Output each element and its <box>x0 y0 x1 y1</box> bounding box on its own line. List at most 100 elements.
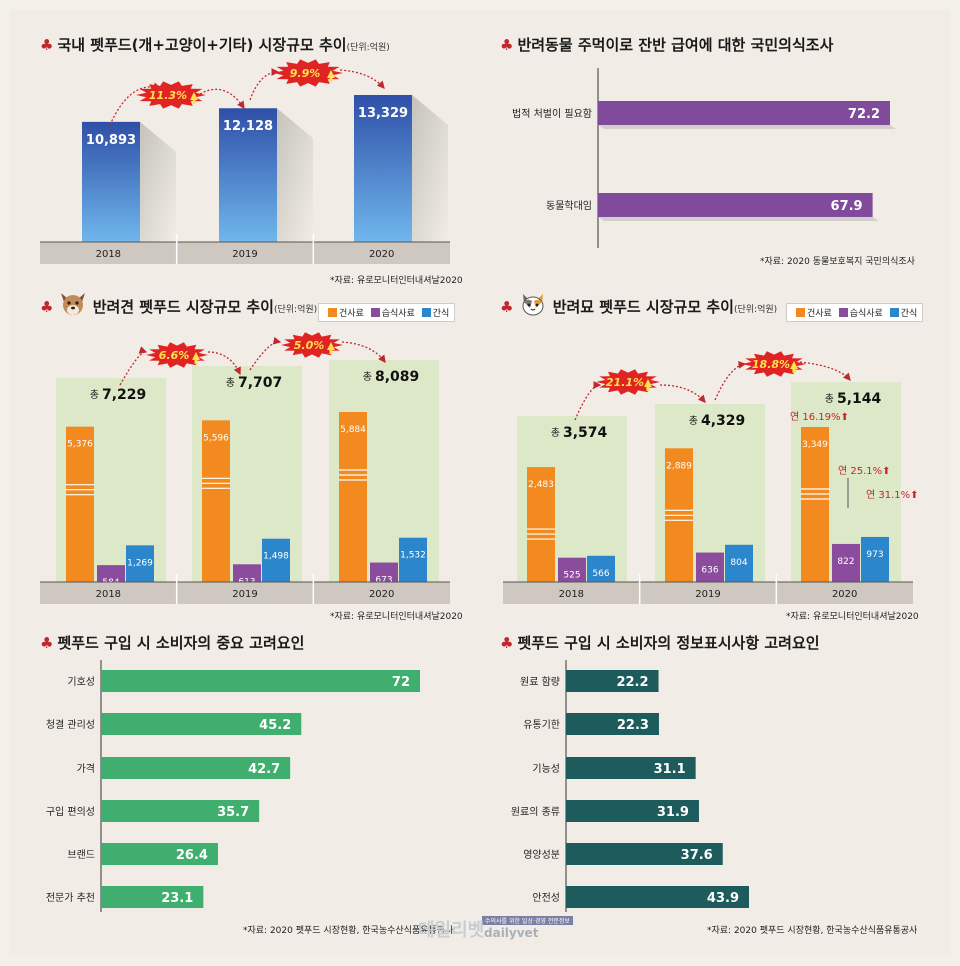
growth-2019-label: 11.3% <box>149 89 187 102</box>
bar-shadow <box>412 95 448 242</box>
bar-value-label: 566 <box>592 569 609 579</box>
total-value: 7,229 <box>102 387 146 403</box>
growth-arrow <box>341 341 386 364</box>
club-icon: ♣ <box>500 298 514 316</box>
bar-value-label: 1,269 <box>127 558 153 568</box>
hbar-value-label: 42.7 <box>248 762 280 777</box>
hbar-value-label: 72 <box>392 675 410 690</box>
hbar-category-label: 원료의 종류 <box>511 806 560 818</box>
total-prefix: 총 <box>90 389 99 401</box>
panel2-source: *자료: 2020 동물보호복지 국민의식조사 <box>760 257 915 267</box>
total-prefix: 총 <box>689 415 698 427</box>
bar-shadow <box>277 108 313 242</box>
bar-건사료-2020 <box>339 412 367 582</box>
hbar-category-label: 법적 처벌이 필요함 <box>512 108 592 120</box>
bar-습식사료-2018 <box>97 565 125 582</box>
watermark-logo: 데일리벳 <box>418 920 485 941</box>
dog-icon <box>61 293 85 315</box>
bar-2018 <box>82 121 140 242</box>
growth-2020-label: 5.0% <box>294 339 325 352</box>
p3-xaxis-tick-label: 2019 <box>232 589 257 600</box>
hbar-청결 관리성 <box>101 713 302 735</box>
hbar-value-label: 26.4 <box>176 848 208 863</box>
bar-간식-2020 <box>861 536 889 582</box>
up-arrow-icon <box>327 70 335 82</box>
hbar-기호성 <box>101 670 420 692</box>
bar-value-label: 804 <box>730 558 747 568</box>
bar-value-label: 1,532 <box>400 551 426 561</box>
bar-value-label: 822 <box>837 557 854 567</box>
hbar-동물학대임 <box>598 193 873 217</box>
bar-건사료-2020 <box>801 427 829 582</box>
bar-value-label: 673 <box>375 576 392 586</box>
growth-2019-label: 21.1% <box>606 376 644 389</box>
panel4-source: *자료: 유로모니터인터내셔날2020 <box>786 612 919 622</box>
club-icon: ♣ <box>40 634 54 652</box>
hbar-value-label: 43.9 <box>707 891 739 906</box>
growth-2020-burst <box>742 351 806 377</box>
growth-arrow <box>714 361 747 401</box>
hbar-shadow <box>598 217 879 221</box>
bar-습식사료-2018 <box>558 557 586 582</box>
hbar-가격 <box>101 757 291 779</box>
bar-value-label: 3,349 <box>802 440 828 450</box>
hbar-value-label: 22.2 <box>616 675 648 690</box>
bar-간식-2018 <box>126 545 154 582</box>
panel2-title: ♣ 반려동물 주먹이로 잔반 급여에 대한 국민의식조사 <box>500 36 834 54</box>
hbar-category-label: 안전성 <box>532 892 560 904</box>
total-value: 5,144 <box>837 391 882 407</box>
bar-value-label: 12,128 <box>223 119 273 134</box>
cat-icon <box>522 294 544 316</box>
bar-습식사료-2019 <box>233 564 261 582</box>
total-prefix: 총 <box>551 427 560 439</box>
bar-value-label: 5,376 <box>67 440 93 450</box>
bar-shadow <box>140 121 176 242</box>
growth-arrow <box>109 82 162 126</box>
growth-2019-burst <box>146 342 208 368</box>
bar-value-label: 636 <box>701 566 718 576</box>
hbar-원료의 종류 <box>566 800 699 822</box>
panel1-xaxis-tick-label: 2019 <box>232 249 257 260</box>
total-value: 8,089 <box>375 369 419 385</box>
bar-간식-2018 <box>587 555 615 582</box>
legend-wet: 습식사료 <box>381 309 415 319</box>
panel6-source: *자료: 2020 펫푸드 시장현황, 한국농수산식품유통공사 <box>707 926 918 936</box>
annotation-wet: 연 25.1%⬆ <box>838 465 891 477</box>
hbar-category-label: 기호성 <box>67 676 95 688</box>
panel1-source: *자료: 유로모니터인터내셔날2020 <box>330 276 463 286</box>
up-arrow-icon <box>190 92 198 104</box>
bar-value-label: 1,498 <box>263 552 289 562</box>
total-value: 7,707 <box>238 375 282 391</box>
hbar-value-label: 22.3 <box>617 718 649 733</box>
hbar-category-label: 기능성 <box>532 763 560 775</box>
panel1-unit: (단위:억원) <box>346 43 390 53</box>
hbar-value-label: 31.1 <box>654 762 686 777</box>
hbar-category-label: 구입 편의성 <box>46 805 95 818</box>
legend-swatch-dry <box>328 308 337 317</box>
panel3-source: *자료: 유로모니터인터내셔날2020 <box>330 612 463 622</box>
legend-dry: 건사료 <box>339 309 364 319</box>
p4-xaxis-tick-label: 2019 <box>695 589 720 600</box>
bar-value-label: 5,596 <box>203 433 229 443</box>
watermark-tagline: 수의사를 위한 일상·경영 전문정보 <box>482 916 573 925</box>
club-icon: ♣ <box>40 298 54 316</box>
growth-arrow <box>119 346 148 386</box>
total-prefix: 총 <box>226 377 235 389</box>
panel4-unit: (단위:억원) <box>733 305 778 315</box>
up-arrow-icon <box>644 379 652 391</box>
panel3-unit: (단위:억원) <box>273 305 318 315</box>
bar-value-label: 2,483 <box>528 480 554 490</box>
legend-swatch-wet <box>838 308 848 317</box>
bar-value-label: 10,893 <box>86 133 136 148</box>
bar-습식사료-2019 <box>696 552 724 582</box>
bar-value-label: 525 <box>563 571 580 581</box>
hbar-원료 함량 <box>566 670 659 692</box>
growth-arrow <box>574 381 602 421</box>
growth-arrow <box>659 384 706 403</box>
club-icon: ♣ <box>40 36 54 54</box>
bar-건사료-2019 <box>202 420 230 582</box>
panel1-xaxis-band <box>40 242 450 264</box>
growth-arrow <box>249 336 282 371</box>
hbar-value-label: 72.2 <box>848 107 880 122</box>
